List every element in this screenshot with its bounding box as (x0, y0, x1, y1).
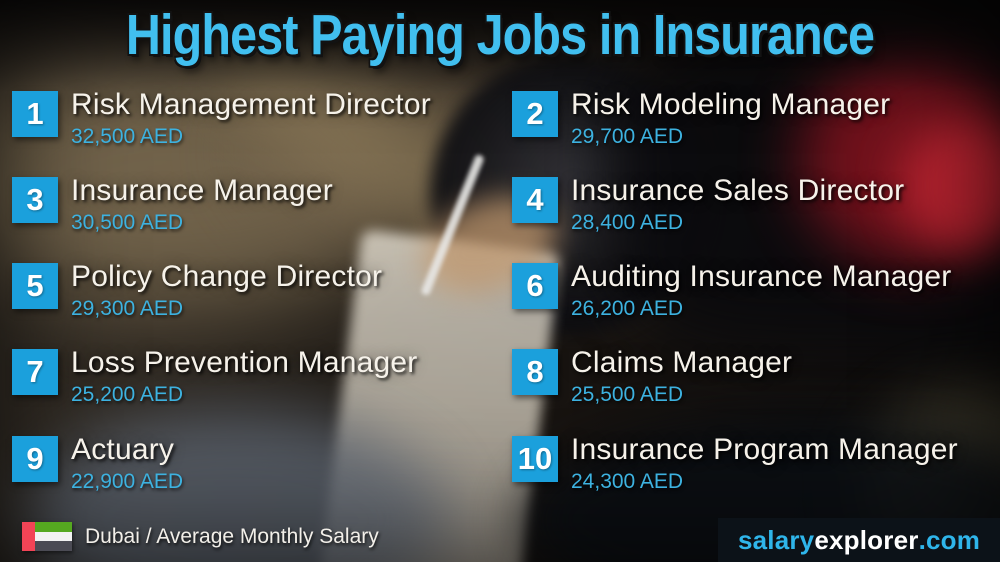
job-title: Risk Modeling Manager (571, 88, 891, 121)
job-salary: 29,300 AED (71, 296, 184, 320)
rank-badge: 2 (512, 91, 558, 137)
entry-text: Actuary 22,900 AED (71, 433, 183, 494)
job-salary: 22,900 AED (71, 469, 184, 493)
job-salary: 26,200 AED (571, 296, 684, 320)
brand-part-dotcom: .com (918, 524, 981, 555)
job-salary: 28,400 AED (571, 210, 684, 234)
job-entry-9: 9 Actuary 22,900 AED (12, 433, 490, 494)
rank-badge: 5 (12, 263, 58, 309)
entry-text: Insurance Manager 30,500 AED (71, 174, 333, 235)
entry-text: Risk Management Director 32,500 AED (71, 88, 431, 149)
rank-badge: 6 (512, 263, 558, 309)
entry-text: Risk Modeling Manager 29,700 AED (571, 88, 890, 149)
rank-badge: 4 (512, 177, 558, 223)
rank-number: 7 (26, 354, 44, 389)
rank-number: 5 (26, 268, 44, 303)
rank-badge: 1 (12, 91, 58, 137)
job-entry-4: 4 Insurance Sales Director 28,400 AED (512, 174, 990, 235)
rank-number: 8 (526, 354, 544, 389)
rank-badge: 8 (512, 349, 558, 395)
job-salary: 25,200 AED (71, 382, 184, 406)
bg-taillight (900, 120, 1000, 250)
entry-text: Insurance Sales Director 28,400 AED (571, 174, 904, 235)
rank-number: 2 (526, 96, 544, 131)
page-title: Highest Paying Jobs in Insurance (125, 3, 875, 67)
job-title: Insurance Manager (71, 174, 333, 207)
job-entry-2: 2 Risk Modeling Manager 29,700 AED (512, 88, 990, 149)
footer-location: Dubai / Average Monthly Salary (22, 522, 379, 552)
rank-badge: 10 (512, 436, 558, 482)
entry-text: Insurance Program Manager 24,300 AED (571, 433, 958, 494)
brand-part-explorer: explorer (814, 524, 919, 555)
job-title: Claims Manager (571, 346, 793, 379)
uae-flag-icon (22, 522, 72, 552)
job-salary: 25,500 AED (571, 382, 684, 406)
rank-badge: 7 (12, 349, 58, 395)
job-salary: 30,500 AED (71, 210, 184, 234)
flag-white-stripe (35, 531, 72, 542)
entry-text: Policy Change Director 29,300 AED (71, 260, 382, 321)
job-salary: 32,500 AED (71, 124, 184, 148)
rank-number: 9 (26, 441, 44, 476)
brand-link[interactable]: salary explorer .com (718, 518, 1000, 562)
job-salary: 29,700 AED (571, 124, 684, 148)
flag-green-stripe (35, 522, 72, 532)
location-label: Dubai / Average Monthly Salary (85, 524, 379, 548)
job-title: Insurance Sales Director (571, 174, 905, 207)
job-entry-6: 6 Auditing Insurance Manager 26,200 AED (512, 260, 990, 321)
job-entry-1: 1 Risk Management Director 32,500 AED (12, 88, 490, 149)
entry-text: Loss Prevention Manager 25,200 AED (71, 346, 417, 407)
job-salary: 24,300 AED (571, 469, 684, 493)
job-title: Policy Change Director (71, 260, 383, 293)
job-title: Risk Management Director (71, 88, 431, 121)
job-entry-7: 7 Loss Prevention Manager 25,200 AED (12, 346, 490, 407)
flag-black-stripe (35, 541, 72, 552)
job-title: Actuary (71, 433, 175, 466)
job-title: Insurance Program Manager (571, 433, 958, 466)
rank-badge: 3 (12, 177, 58, 223)
entry-text: Claims Manager 25,500 AED (571, 346, 792, 407)
job-title: Auditing Insurance Manager (571, 260, 952, 293)
job-entry-5: 5 Policy Change Director 29,300 AED (12, 260, 490, 321)
job-entry-8: 8 Claims Manager 25,500 AED (512, 346, 990, 407)
rank-number: 3 (26, 182, 44, 217)
flag-red-band (22, 522, 35, 551)
entry-text: Auditing Insurance Manager 26,200 AED (571, 260, 951, 321)
job-title: Loss Prevention Manager (71, 346, 418, 379)
job-entry-10: 10 Insurance Program Manager 24,300 AED (512, 433, 990, 494)
job-entry-3: 3 Insurance Manager 30,500 AED (12, 174, 490, 235)
flag-stripes (35, 522, 72, 552)
rank-badge: 9 (12, 436, 58, 482)
rank-number: 6 (526, 268, 544, 303)
rank-number: 4 (526, 182, 544, 217)
rank-number: 1 (26, 96, 44, 131)
bg-top-shade (0, 0, 1000, 92)
rank-number: 10 (517, 441, 553, 476)
brand-part-salary: salary (737, 524, 815, 555)
